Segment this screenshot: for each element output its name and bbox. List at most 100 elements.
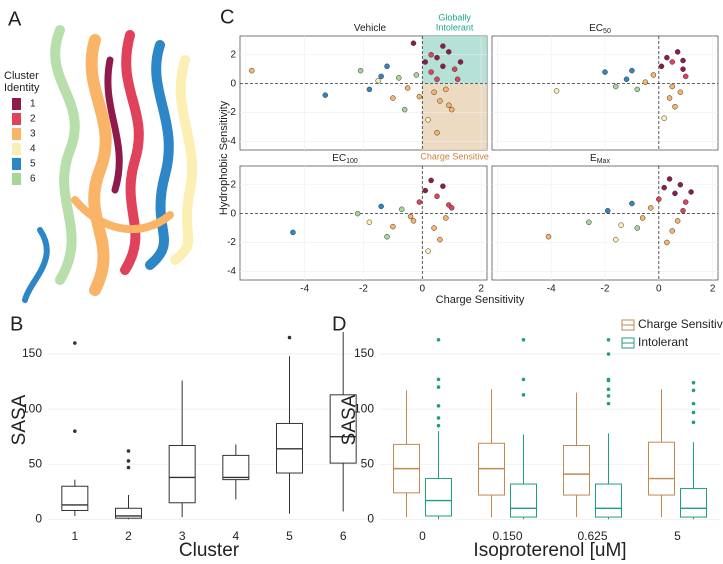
outlier	[606, 337, 611, 342]
x-tick-label: 6	[340, 529, 347, 543]
box	[168, 444, 196, 504]
point	[428, 52, 434, 58]
point	[366, 219, 373, 226]
point	[366, 86, 373, 93]
y-axis-title: Hydrophobic Sensitivity	[218, 100, 230, 215]
point	[440, 183, 446, 189]
y-tick-label: 2	[230, 179, 236, 190]
point	[290, 229, 296, 236]
point	[618, 222, 624, 228]
point	[443, 215, 449, 221]
x-axis-title: Charge Sensitivity	[436, 294, 525, 306]
region-label: Intolerant	[436, 22, 474, 32]
x-tick-label: 5	[286, 529, 293, 543]
outlier	[436, 416, 441, 420]
outlier	[606, 378, 611, 383]
legend-swatch	[12, 128, 21, 140]
point	[431, 89, 437, 96]
legend-label: 3	[30, 129, 36, 140]
y-tick-label: 150	[354, 346, 374, 360]
point	[674, 49, 681, 55]
box	[329, 394, 357, 464]
x-tick-label: 0.625	[577, 529, 607, 543]
x-tick-label: 1	[71, 529, 78, 543]
point	[443, 86, 449, 93]
facet-title-sub: 100	[346, 158, 358, 165]
x-axis-title: Isoproterenol [uM]	[473, 540, 626, 561]
point	[680, 66, 686, 72]
legend-title: Identity	[4, 82, 40, 94]
outlier	[521, 377, 526, 382]
y-tick-label: 100	[354, 401, 374, 415]
facet-title: EC100	[332, 153, 358, 165]
point	[661, 184, 667, 191]
legend-swatch	[12, 143, 21, 155]
y-tick-label: -4	[227, 136, 236, 147]
region-label: Globally	[438, 12, 471, 22]
facet-title-main: EC	[589, 23, 603, 34]
point	[322, 92, 329, 98]
point	[431, 225, 437, 231]
outlier	[436, 385, 441, 389]
box	[425, 478, 452, 517]
outlier	[521, 337, 526, 342]
outlier	[436, 337, 441, 342]
point	[680, 57, 686, 64]
outlier	[73, 429, 77, 433]
x-tick-label: -4	[547, 284, 556, 295]
point	[604, 207, 611, 214]
point	[674, 218, 681, 224]
point	[404, 85, 411, 91]
y-tick-label: -2	[227, 107, 236, 118]
point	[422, 59, 428, 65]
panel-label: C	[220, 6, 234, 28]
x-tick-label: 2	[478, 284, 484, 295]
point	[602, 69, 608, 75]
point	[672, 190, 678, 197]
panel-label: D	[332, 313, 346, 335]
x-tick-label: 0	[656, 284, 662, 295]
point	[586, 219, 592, 226]
point	[682, 199, 689, 205]
point	[401, 106, 408, 113]
point	[396, 75, 402, 81]
point	[650, 72, 657, 78]
x-tick-label: 0	[420, 284, 426, 295]
outlier	[606, 394, 611, 398]
outlier	[691, 410, 696, 415]
region	[422, 36, 487, 84]
point	[434, 193, 440, 200]
point	[446, 102, 452, 109]
point	[457, 59, 464, 65]
point	[677, 182, 684, 188]
legend-label: 6	[30, 174, 36, 185]
point	[434, 76, 440, 83]
outlier	[126, 465, 131, 470]
facet-title-main: E	[590, 153, 597, 164]
legend-label: 2	[30, 114, 36, 125]
x-tick-label: 0	[419, 529, 426, 543]
y-tick-label: 2	[230, 49, 236, 60]
facet-title-main: EC	[332, 153, 346, 164]
point	[440, 43, 446, 49]
point	[428, 177, 434, 184]
point	[672, 103, 678, 110]
y-tick-label: 100	[22, 401, 42, 415]
outlier	[521, 393, 526, 397]
legend-swatch	[12, 173, 21, 185]
point	[647, 205, 654, 211]
outlier	[691, 420, 696, 425]
legend-label: Intolerant	[638, 335, 689, 349]
legend-label: 1	[30, 99, 36, 110]
outlier	[606, 352, 611, 356]
point	[413, 72, 420, 78]
legend-label: Charge Sensitive	[638, 317, 723, 331]
panel-label: A	[8, 8, 22, 30]
point	[249, 67, 255, 74]
outlier	[691, 388, 696, 393]
point	[434, 129, 440, 136]
point	[428, 69, 434, 75]
point	[410, 218, 417, 224]
point	[664, 54, 670, 61]
